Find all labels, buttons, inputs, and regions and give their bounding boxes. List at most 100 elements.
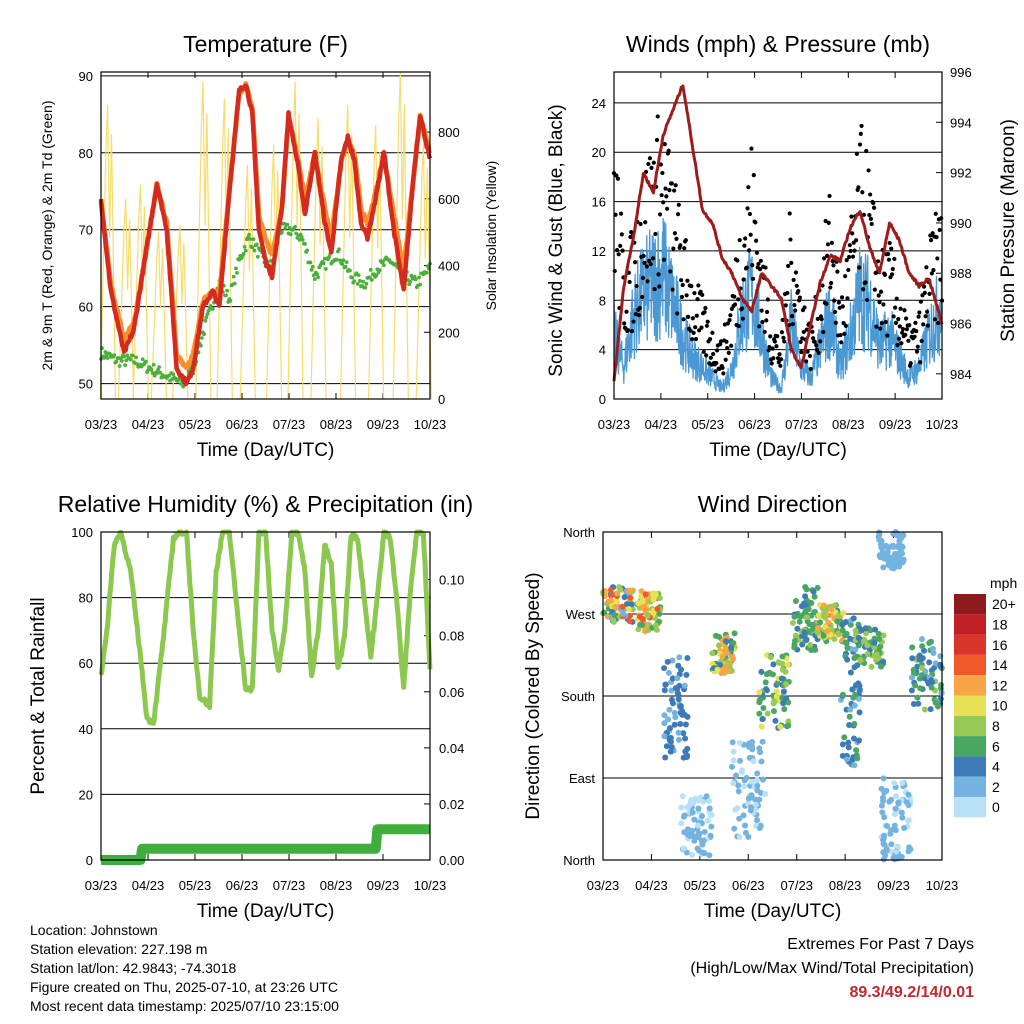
gust-point: [713, 369, 718, 374]
wind-direction-point: [842, 639, 849, 646]
wind-direction-point: [899, 814, 906, 821]
wind-direction-point: [736, 815, 743, 822]
wind-direction-point: [888, 841, 895, 848]
wind-direction-point: [661, 665, 668, 672]
wind-direction-point: [681, 682, 688, 689]
gust-point: [652, 286, 657, 292]
gust-point: [615, 176, 621, 181]
gust-point: [669, 181, 674, 186]
wind-direction-point: [639, 598, 646, 605]
dewpoint-point: [297, 237, 302, 242]
dewpoint-point: [357, 279, 362, 283]
gust-point: [751, 173, 756, 178]
gust-point: [804, 359, 809, 364]
wind-direction-point: [843, 756, 850, 763]
wind-direction-point: [656, 595, 663, 602]
x-tick-label: 03/23: [85, 878, 118, 893]
wind-direction-point: [695, 822, 702, 829]
wind-direction-point: [773, 688, 780, 695]
dewpoint-point: [114, 359, 119, 364]
gust-point: [727, 317, 732, 323]
gust-point: [789, 314, 795, 319]
wind-direction-point: [742, 829, 749, 836]
gust-point: [665, 206, 670, 211]
dewpoint-point: [356, 273, 361, 278]
gust-point: [919, 338, 924, 344]
gust-point: [768, 334, 773, 339]
dewpoint-point: [413, 277, 418, 282]
gust-point: [935, 256, 940, 261]
wind-direction-point: [694, 845, 701, 852]
gust-point: [684, 293, 689, 298]
y-tick-label: 0: [599, 392, 606, 407]
x-tick-label: 07/23: [273, 417, 306, 432]
wind-direction-point: [662, 681, 669, 688]
gust-point: [861, 212, 867, 217]
wind-direction-point: [926, 659, 933, 666]
wind-direction-point: [746, 740, 753, 747]
gust-point: [695, 297, 700, 302]
wind-direction-point: [881, 832, 888, 839]
dewpoint-point: [323, 267, 328, 271]
solar-insolation-spike: [239, 164, 256, 400]
wind-direction-point: [852, 646, 859, 653]
gust-point: [781, 335, 786, 340]
wind-direction-point: [847, 669, 854, 676]
wind-direction-point: [689, 809, 696, 816]
wind-direction-point: [758, 668, 765, 675]
gust-point: [899, 341, 904, 346]
wind-direction-point: [733, 772, 740, 779]
wind-direction-point: [684, 654, 691, 661]
gust-point: [857, 142, 863, 147]
wind-direction-point: [847, 635, 854, 642]
gust-point: [634, 284, 639, 289]
wind-direction-point: [723, 662, 730, 669]
wind-direction-point: [785, 718, 792, 725]
x-tick-label: 03/23: [598, 417, 631, 432]
gust-point: [895, 342, 900, 348]
wind-direction-point: [905, 817, 912, 824]
dewpoint-point: [418, 282, 423, 287]
gust-point: [839, 340, 844, 345]
gust-point: [850, 254, 856, 259]
gust-point: [799, 349, 804, 355]
wind-direction-point: [656, 610, 663, 617]
wind-direction-point: [756, 824, 763, 831]
wind-direction-point: [905, 791, 912, 798]
plot-border: [100, 531, 431, 861]
y2-axis-label: Solar Insolation (Yellow): [483, 161, 499, 311]
gust-point: [842, 331, 847, 336]
panel-title: Wind Direction: [698, 491, 848, 517]
gust-point: [939, 216, 944, 221]
gust-point: [765, 297, 770, 302]
gust-point: [850, 231, 855, 236]
gust-point: [680, 282, 685, 288]
gust-point: [703, 305, 708, 311]
gust-point: [689, 337, 695, 342]
gust-point: [749, 146, 754, 151]
wind-direction-point: [877, 663, 884, 670]
gust-point: [732, 302, 738, 307]
gust-point: [864, 148, 869, 154]
dewpoint-point: [122, 354, 126, 359]
legend-label: 14: [992, 657, 1008, 673]
y2-tick-label: 0.04: [439, 741, 464, 756]
wind-direction-point: [736, 757, 743, 764]
y2-tick-label: 990: [950, 216, 972, 231]
y-tick-label: 24: [592, 96, 606, 111]
gust-point: [647, 258, 652, 263]
gust-point: [782, 339, 787, 344]
wind-direction-point: [812, 646, 819, 653]
gust-point: [775, 334, 780, 339]
gust-point: [662, 142, 667, 147]
legend-label: 2: [992, 779, 1000, 795]
wind-direction-point: [794, 625, 801, 632]
gust-point: [673, 183, 678, 188]
gust-point: [828, 285, 833, 290]
gust-point: [740, 316, 745, 321]
y-tick-label: 4: [599, 343, 606, 358]
y-tick-label: 8: [599, 293, 606, 308]
wind-direction-point: [908, 674, 915, 681]
gust-point: [619, 232, 624, 237]
